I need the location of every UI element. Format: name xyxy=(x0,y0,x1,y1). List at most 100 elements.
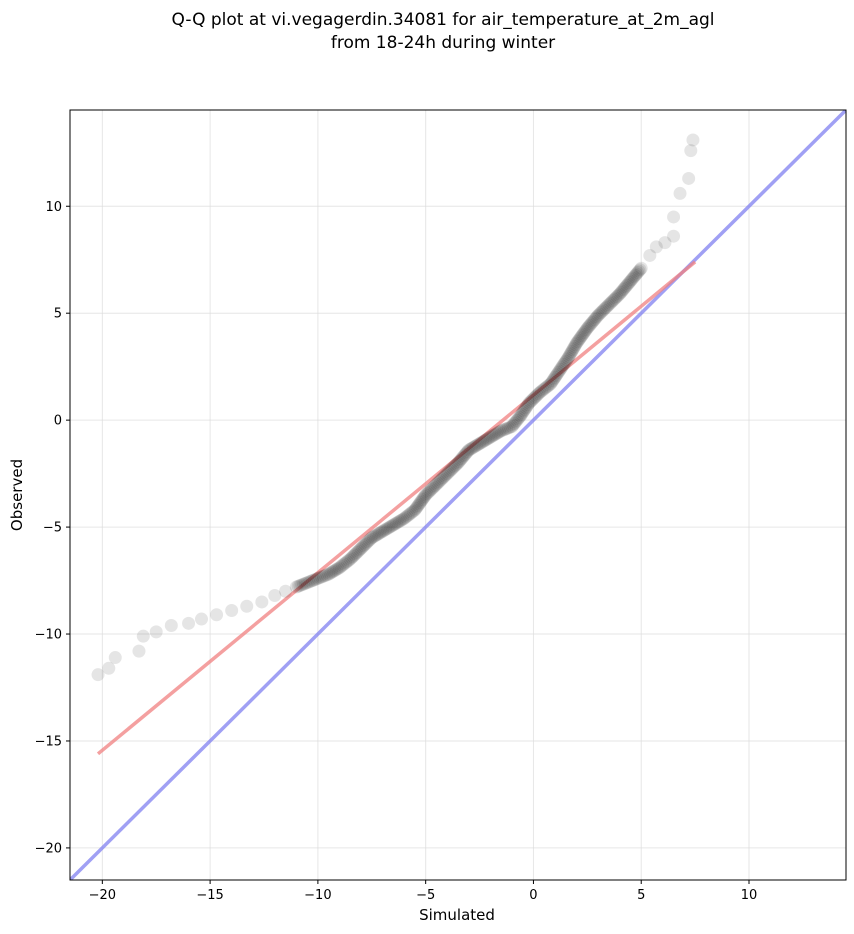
quantile-point xyxy=(332,561,346,575)
quantile-point xyxy=(498,422,512,436)
quantile-point xyxy=(366,530,380,544)
quantile-point xyxy=(194,612,208,626)
quantile-point xyxy=(391,515,405,529)
quantile-point xyxy=(409,501,423,515)
quantile-point xyxy=(518,402,532,416)
quantile-point xyxy=(485,429,499,443)
quantile-point xyxy=(480,432,494,446)
quantile-point xyxy=(563,348,577,362)
quantile-point xyxy=(530,388,544,402)
quantile-point xyxy=(255,595,269,609)
quantile-point xyxy=(597,303,610,317)
quantile-point xyxy=(588,313,602,327)
x-axis-label: Simulated xyxy=(419,906,495,924)
quantile-point xyxy=(331,562,345,576)
quantile-point xyxy=(511,412,525,426)
quantile-point xyxy=(474,436,488,450)
quantile-point xyxy=(405,505,419,519)
quantile-point xyxy=(431,476,445,490)
quantile-point xyxy=(505,420,519,434)
quantile-point xyxy=(442,465,456,479)
quantile-point xyxy=(532,387,546,401)
quantile-point xyxy=(576,327,590,341)
quantile-point xyxy=(580,321,594,335)
quantile-point xyxy=(682,171,696,185)
quantile-point xyxy=(408,503,422,517)
grid-lines xyxy=(70,110,846,880)
quantile-point xyxy=(423,484,437,498)
quantile-point xyxy=(494,424,508,438)
quantile-point xyxy=(598,302,612,316)
quantile-point xyxy=(634,261,648,275)
quantile-point xyxy=(643,248,657,262)
quantile-point xyxy=(458,447,472,461)
quantile-point xyxy=(534,384,548,398)
quantile-point xyxy=(673,186,687,200)
quantile-point xyxy=(619,280,633,294)
quantile-point xyxy=(346,549,360,563)
quantile-point xyxy=(463,442,477,456)
x-tick-label: −10 xyxy=(304,888,331,903)
quantile-point xyxy=(400,509,414,523)
quantile-point xyxy=(424,483,438,497)
quantile-point xyxy=(418,489,432,503)
quantile-point xyxy=(396,512,410,526)
quantile-point xyxy=(368,529,382,543)
quantile-point xyxy=(182,616,196,630)
quantile-point xyxy=(477,434,491,448)
quantile-point xyxy=(520,399,534,413)
quantile-point xyxy=(526,392,540,406)
quantile-point xyxy=(447,460,461,474)
quantile-point xyxy=(316,569,330,583)
quantile-point xyxy=(473,437,487,451)
quantile-point xyxy=(613,287,627,301)
quantile-point xyxy=(523,395,537,409)
quantile-point xyxy=(428,479,442,493)
quantile-point xyxy=(342,553,356,567)
quantile-point xyxy=(658,236,672,250)
fit-line xyxy=(96,260,697,756)
quantile-point xyxy=(326,564,340,578)
quantile-point xyxy=(577,326,591,340)
quantile-point xyxy=(578,324,592,338)
quantile-point xyxy=(611,288,625,302)
quantile-point xyxy=(590,310,604,324)
quantile-point xyxy=(392,514,406,528)
quantile-point xyxy=(394,513,408,527)
quantile-point xyxy=(402,508,416,522)
quantile-point xyxy=(610,290,624,304)
quantile-point xyxy=(510,413,524,427)
quantile-point xyxy=(586,314,600,328)
quantile-point xyxy=(541,379,555,393)
quantile-point xyxy=(293,579,307,593)
quantile-point xyxy=(517,404,531,418)
chart-title-line-1: Q-Q plot at vi.vegagerdin.34081 for air_… xyxy=(171,10,714,30)
quantile-point xyxy=(503,420,517,434)
quantile-point xyxy=(629,267,643,281)
quantile-point xyxy=(376,524,390,538)
quantile-point xyxy=(621,277,635,291)
quantile-point xyxy=(528,391,542,405)
quantile-point xyxy=(550,367,564,381)
quantile-point xyxy=(295,578,309,592)
quantile-point xyxy=(419,488,433,502)
quantile-point xyxy=(353,543,367,557)
quantile-point xyxy=(506,418,520,432)
y-axis-label: Observed xyxy=(8,459,26,531)
quantile-point xyxy=(561,351,575,365)
quantile-point xyxy=(363,532,377,546)
quantile-point xyxy=(549,369,563,383)
quantile-point xyxy=(410,500,424,514)
identity-line-group xyxy=(70,110,846,880)
x-tick-label: −15 xyxy=(196,888,223,903)
quantile-point xyxy=(210,608,224,622)
quantile-point xyxy=(225,604,239,617)
quantile-point xyxy=(564,346,578,360)
quantile-point xyxy=(306,574,319,588)
quantile-point xyxy=(355,540,369,554)
y-axis-ticks: −20 −15 −10 −5 0 5 10 xyxy=(35,200,70,856)
quantile-point xyxy=(684,144,698,158)
quantile-point xyxy=(514,409,528,423)
quantile-point xyxy=(562,349,576,363)
quantile-point xyxy=(339,556,353,570)
